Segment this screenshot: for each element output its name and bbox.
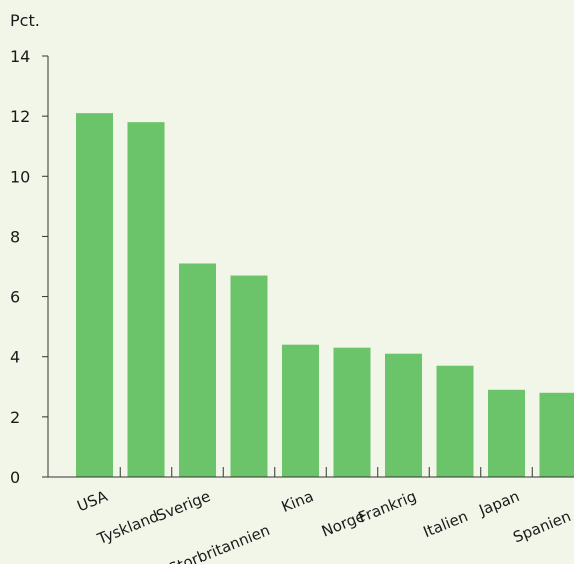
x-axis-labels: USATysklandSverigeStorbritannienKinaNorg… xyxy=(74,487,573,564)
x-axis-ticks xyxy=(119,467,533,477)
y-tick-label: 8 xyxy=(10,227,20,246)
x-tick-label: Japan xyxy=(476,487,522,520)
bars xyxy=(76,113,574,478)
x-tick-label: Storbritannien xyxy=(166,521,273,564)
x-tick-label: Italien xyxy=(421,507,471,541)
y-tick-label: 6 xyxy=(10,288,20,307)
bar xyxy=(230,275,268,477)
bar xyxy=(385,353,422,477)
y-tick-label: 12 xyxy=(10,107,30,126)
y-tick-label: 14 xyxy=(10,47,30,66)
y-tick-label: 0 xyxy=(10,468,20,487)
bar xyxy=(127,122,165,478)
bar xyxy=(436,365,474,477)
x-tick-label: Tyskland xyxy=(94,507,162,548)
y-axis-label: Pct. xyxy=(10,11,40,30)
x-tick-label: Sverige xyxy=(154,487,213,525)
y-axis-ticks: 0 2 4 6 8 10 12 14 xyxy=(10,47,48,487)
bar xyxy=(179,263,216,477)
bar xyxy=(333,347,371,477)
bar xyxy=(76,113,113,477)
x-tick-label: Frankrig xyxy=(356,487,419,527)
bar xyxy=(539,392,574,477)
bar xyxy=(488,389,525,477)
y-tick-label: 10 xyxy=(10,167,30,186)
y-tick-label: 2 xyxy=(10,408,20,427)
bar xyxy=(282,344,319,477)
x-tick-label: Spanien xyxy=(511,507,574,546)
x-tick-label: USA xyxy=(74,487,110,516)
x-tick-label: Kina xyxy=(279,487,316,516)
y-tick-label: 4 xyxy=(10,348,20,367)
